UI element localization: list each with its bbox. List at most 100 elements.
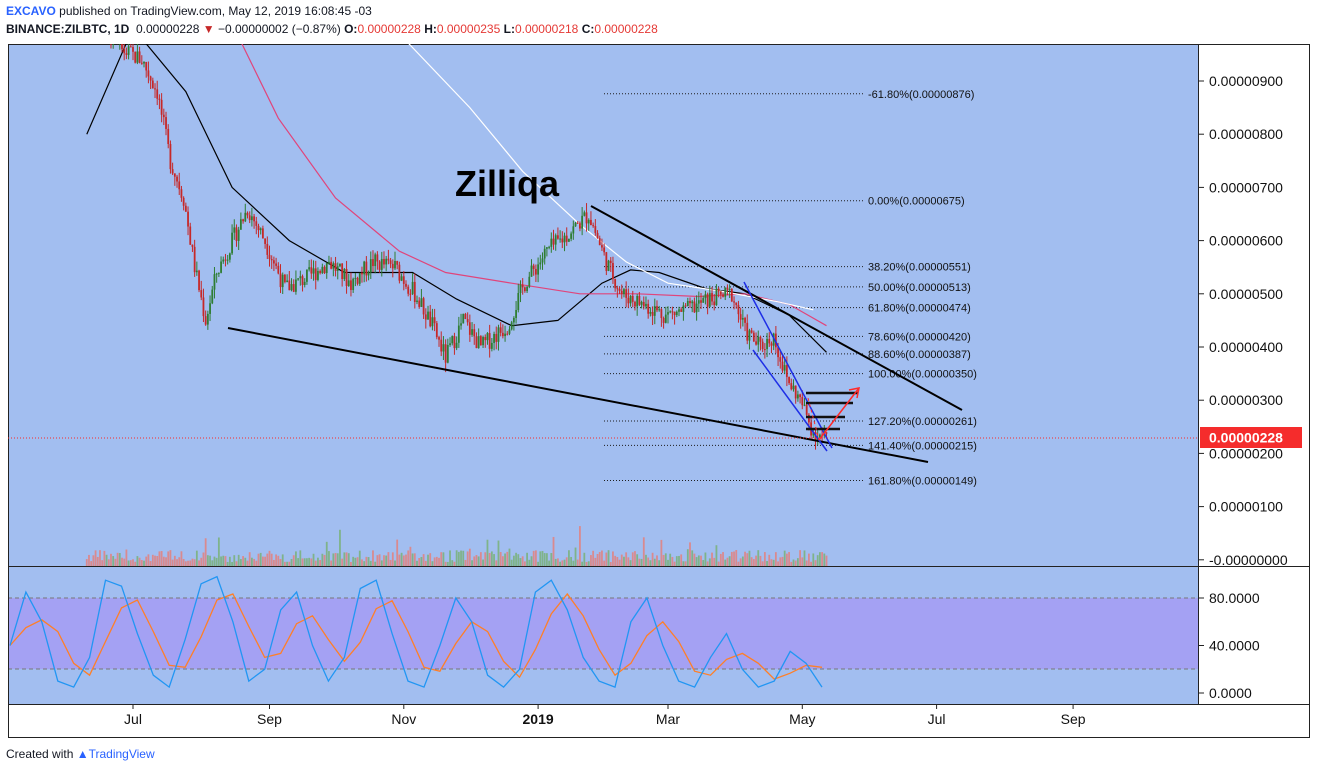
support-trendline[interactable] [227, 327, 929, 463]
volume-bar [143, 560, 145, 566]
candle-body [722, 294, 724, 297]
candle-body [618, 288, 621, 291]
candle-body [173, 173, 176, 177]
candle-body [253, 216, 255, 222]
candle-body [719, 291, 722, 295]
candle-body [550, 238, 553, 247]
candle-body [231, 232, 233, 254]
candle-body [761, 341, 764, 350]
candle-body [601, 245, 603, 248]
volume-bar [217, 537, 220, 566]
volume-bar [645, 554, 647, 566]
main-pane[interactable] [8, 44, 1198, 566]
candle-body [204, 316, 207, 325]
volume-bar [631, 552, 634, 566]
candle-body [418, 300, 421, 307]
candle-body [686, 300, 689, 307]
volume-bar [398, 554, 401, 566]
candle-body [220, 261, 222, 273]
candle-body [257, 225, 260, 231]
candle-body [123, 49, 126, 54]
volume-bar [88, 554, 90, 566]
volume-bar [138, 557, 141, 566]
volume-bar [561, 560, 564, 566]
candle-body [127, 46, 130, 55]
candle-body [383, 258, 385, 265]
volume-bar [211, 560, 214, 566]
volume-bar [823, 553, 826, 566]
symbol-label: BINANCE:ZILBTC, 1D [6, 22, 130, 36]
volume-bar [554, 558, 557, 566]
volume-bar [310, 558, 313, 566]
fib-label: 100.00%(0.00000350) [868, 369, 977, 381]
volume-bar [755, 555, 757, 566]
fib-label: 50.00%(0.00000513) [868, 282, 971, 294]
volume-bar [821, 552, 824, 566]
volume-bar [343, 552, 346, 566]
volume-bar [444, 561, 447, 566]
candle-body [726, 287, 729, 290]
chart-title: Zilliqa [455, 163, 560, 204]
candle-body [235, 227, 238, 241]
volume-bar [607, 550, 610, 566]
volume-bar [664, 553, 667, 566]
volume-bar [781, 556, 784, 566]
footer: Created with ▲TradingView [6, 747, 155, 761]
volume-bar [253, 558, 255, 566]
candle-body [581, 215, 584, 229]
volume-bar [768, 554, 771, 566]
volume-bar [726, 557, 729, 566]
candle-body [512, 317, 515, 323]
candle-body [614, 279, 617, 289]
volume-bar [378, 554, 381, 566]
volume-bar [284, 561, 286, 566]
candle-body [825, 432, 828, 434]
volume-bar [541, 550, 544, 566]
candle-body [206, 313, 209, 325]
candle-body [554, 235, 557, 245]
volume-bar [405, 554, 407, 566]
candle-body [728, 288, 731, 290]
candle-body [506, 333, 509, 335]
candle-body [523, 287, 526, 292]
candle-body [746, 322, 749, 341]
candle-body [244, 212, 247, 222]
candle-body [138, 51, 141, 63]
volume-bar [653, 558, 656, 566]
volume-bar [431, 561, 434, 566]
tradingview-logo-icon[interactable]: ▲ [76, 747, 89, 761]
low-value: 0.00000218 [514, 22, 579, 36]
volume-bar [248, 552, 251, 566]
volume-bar [680, 554, 683, 566]
last-price: 0.00000228 [136, 22, 200, 36]
volume-bar [484, 552, 487, 566]
candle-body [297, 278, 300, 280]
volume-bar [184, 561, 187, 566]
candle-body [715, 288, 718, 306]
volume-bar [195, 550, 198, 566]
price-tick-label: 0.00000800 [1209, 126, 1283, 142]
volume-bar [594, 557, 597, 566]
candle-body [151, 80, 154, 89]
channel-lower-line[interactable] [752, 349, 828, 452]
tradingview-brand[interactable]: TradingView [88, 747, 155, 761]
candle-body [739, 314, 742, 320]
candle-body [658, 309, 661, 311]
candle-body [182, 197, 185, 206]
channel-upper-line[interactable] [743, 281, 833, 449]
volume-bar [730, 551, 733, 566]
candle-body [579, 223, 581, 229]
volume-bar [576, 559, 579, 566]
volume-bar [598, 551, 601, 566]
author-name[interactable]: EXCAVO [6, 4, 56, 18]
volume-bar [616, 557, 619, 566]
volume-bar [715, 545, 718, 566]
volume-bar [700, 555, 702, 566]
candle-body [770, 343, 773, 346]
resistance-trendline[interactable] [590, 205, 963, 411]
volume-bar [523, 561, 526, 566]
candle-body [411, 281, 414, 294]
candle-body [819, 434, 821, 438]
volume-bar [618, 559, 621, 566]
